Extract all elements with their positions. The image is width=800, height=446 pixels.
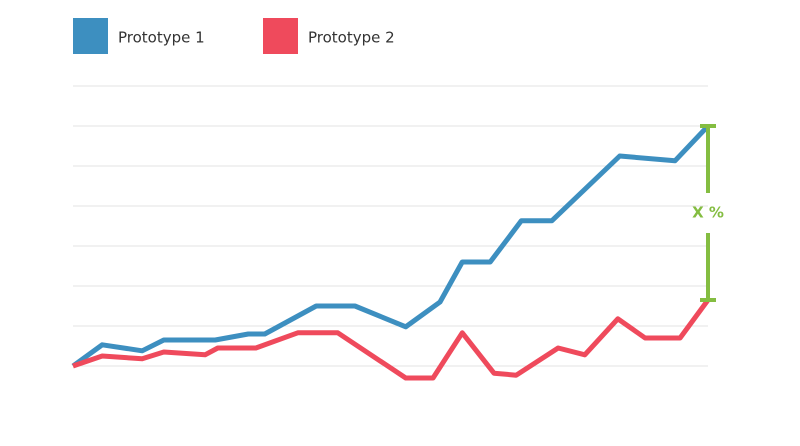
legend-swatch <box>73 18 108 54</box>
legend-swatch <box>263 18 298 54</box>
annotation: X % <box>692 204 724 222</box>
legend-label: Prototype 2 <box>308 29 395 47</box>
legend-label: Prototype 1 <box>118 29 205 47</box>
series-line <box>72 298 711 381</box>
series-line <box>71 124 710 369</box>
